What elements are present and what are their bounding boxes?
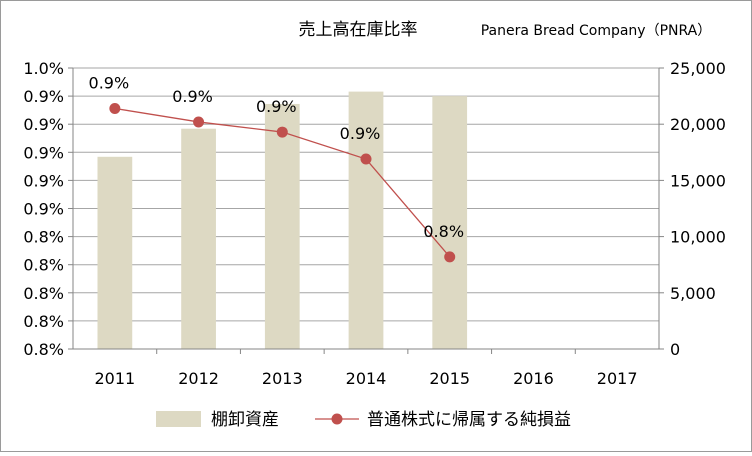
- data-label: 0.9%: [172, 87, 213, 106]
- x-tick-label: 2016: [513, 369, 554, 388]
- x-tick-label: 2015: [429, 369, 470, 388]
- left-tick-label: 0.9%: [23, 87, 64, 106]
- bar: [181, 128, 216, 349]
- line-point: [193, 116, 205, 128]
- right-tick-label: 0: [670, 340, 680, 359]
- right-axis: 0 5,000 10,000 15,000 20,000 25,000: [658, 59, 726, 359]
- line-point: [444, 251, 456, 263]
- left-tick-label: 0.9%: [23, 143, 64, 162]
- legend-label: 普通株式に帰属する純損益: [367, 410, 571, 430]
- bar: [264, 103, 300, 349]
- left-tick-label: 0.9%: [23, 115, 64, 134]
- left-tick-label: 0.8%: [23, 284, 64, 303]
- x-tick-label: 2017: [597, 369, 638, 388]
- line-series: 0.9% 0.9% 0.9% 0.9% 0.8%: [89, 73, 464, 263]
- right-tick-label: 25,000: [670, 59, 726, 78]
- right-tick-label: 5,000: [670, 284, 716, 303]
- x-tick-label: 2014: [346, 369, 387, 388]
- x-tick-label: 2012: [178, 369, 219, 388]
- chart-title: 売上高在庫比率: [299, 20, 418, 40]
- left-tick-label: 0.8%: [23, 228, 64, 247]
- x-axis: 2011 2012 2013 2014 2015 2016 2017: [73, 348, 659, 388]
- left-tick-label: 0.8%: [23, 312, 64, 331]
- legend-swatch-bar: [156, 411, 201, 427]
- line-point: [276, 126, 288, 138]
- legend-swatch-marker: [331, 413, 343, 425]
- left-tick-label: 0.9%: [23, 200, 64, 219]
- bar: [432, 96, 468, 349]
- x-tick-label: 2013: [262, 369, 303, 388]
- left-tick-label: 0.8%: [23, 256, 64, 275]
- x-tick-label: 2011: [94, 369, 135, 388]
- data-label: 0.9%: [256, 97, 297, 116]
- chart-subtitle: Panera Bread Company（PNRA）: [481, 23, 712, 39]
- data-label: 0.9%: [89, 73, 130, 92]
- bar-series: [97, 91, 468, 349]
- data-label: 0.9%: [340, 124, 381, 143]
- right-tick-label: 10,000: [670, 228, 726, 247]
- left-axis: 0.8% 0.8% 0.8% 0.8% 0.8% 0.9% 0.9% 0.9% 0.9% 0.9%…: [23, 59, 74, 359]
- data-label: 0.8%: [423, 222, 464, 241]
- legend-label: 棚卸資産: [211, 410, 279, 430]
- left-tick-label: 0.9%: [23, 171, 64, 190]
- line-point: [109, 102, 121, 114]
- legend: 棚卸資産 普通株式に帰属する純損益: [156, 410, 571, 430]
- line-point: [360, 153, 372, 165]
- right-tick-label: 15,000: [670, 171, 726, 190]
- right-tick-label: 20,000: [670, 115, 726, 134]
- left-tick-label: 0.8%: [23, 340, 64, 359]
- bar: [348, 91, 384, 349]
- left-tick-label: 1.0%: [23, 59, 64, 78]
- bar: [97, 156, 133, 349]
